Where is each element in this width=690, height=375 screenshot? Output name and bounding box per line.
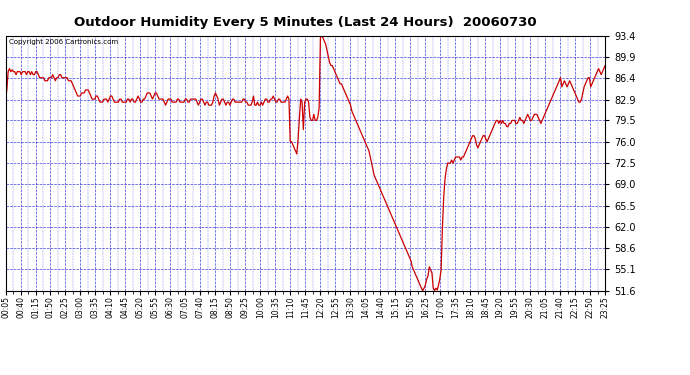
Text: Copyright 2006 Cartronics.com: Copyright 2006 Cartronics.com [8,39,117,45]
Text: Outdoor Humidity Every 5 Minutes (Last 24 Hours)  20060730: Outdoor Humidity Every 5 Minutes (Last 2… [74,16,536,29]
